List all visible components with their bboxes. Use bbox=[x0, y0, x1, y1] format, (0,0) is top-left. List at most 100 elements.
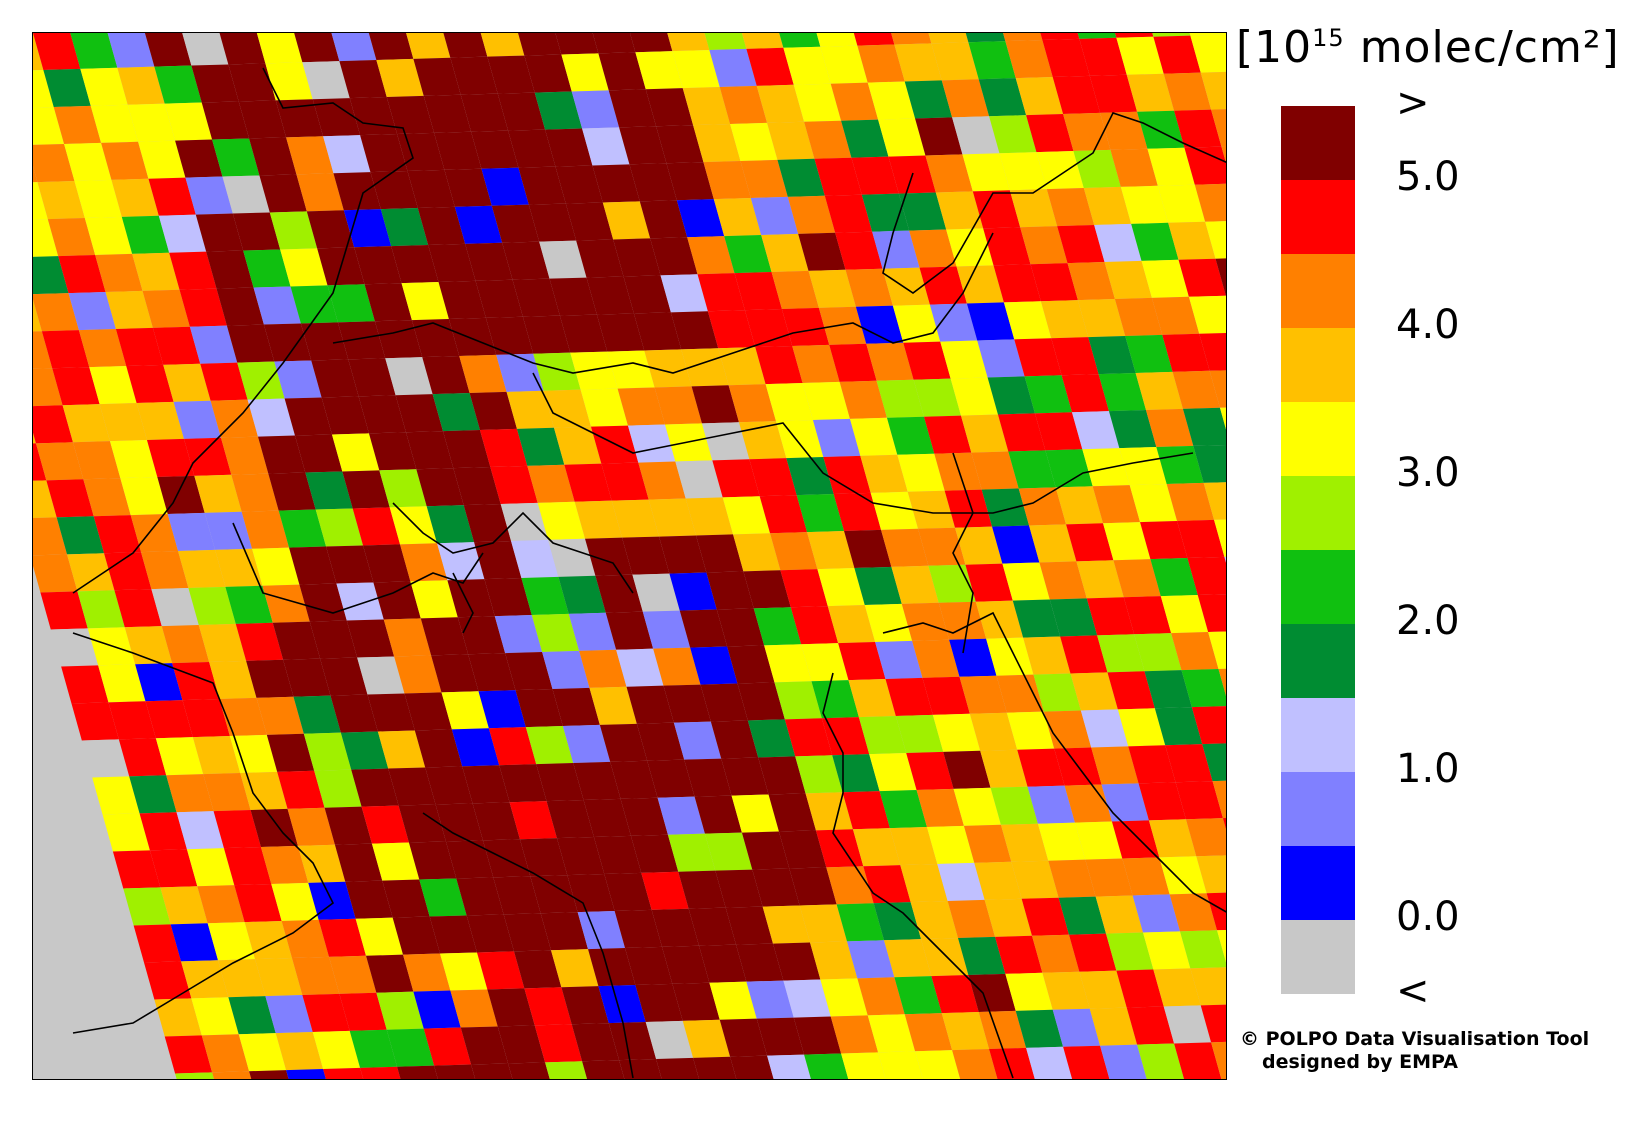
grid-cell bbox=[487, 988, 535, 1027]
grid-cell bbox=[679, 609, 728, 648]
grid-cell bbox=[314, 769, 362, 808]
grid-cell bbox=[534, 1024, 583, 1063]
grid-cell bbox=[1120, 185, 1169, 224]
grid-cell bbox=[497, 92, 546, 131]
grid-cell bbox=[786, 457, 834, 496]
grid-cell bbox=[1200, 1004, 1226, 1043]
grid-cell bbox=[323, 1067, 364, 1079]
grid-cell bbox=[33, 166, 38, 183]
grid-cell bbox=[462, 765, 510, 804]
grid-cell bbox=[203, 773, 251, 812]
grid-cell bbox=[484, 578, 532, 617]
grid-cell bbox=[524, 987, 572, 1026]
grid-cell bbox=[1083, 186, 1132, 226]
grid-cell bbox=[567, 874, 615, 913]
grid-cell bbox=[431, 654, 479, 693]
grid-cell bbox=[697, 273, 745, 312]
grid-cell bbox=[71, 702, 119, 741]
grid-cell bbox=[444, 168, 492, 207]
grid-cell bbox=[987, 376, 1035, 415]
grid-cell bbox=[601, 462, 649, 501]
grid-cell bbox=[960, 414, 1009, 453]
grid-cell bbox=[1011, 860, 1059, 899]
grid-cell bbox=[1214, 519, 1226, 557]
grid-cell bbox=[1126, 1006, 1175, 1045]
grid-cell bbox=[1141, 259, 1189, 298]
grid-cell bbox=[357, 656, 405, 695]
grid-cell bbox=[918, 527, 966, 566]
grid-cell bbox=[475, 279, 523, 318]
grid-cell bbox=[635, 983, 683, 1023]
grid-cell bbox=[228, 63, 276, 102]
grid-cell bbox=[447, 579, 495, 618]
grid-cell bbox=[72, 441, 121, 480]
grid-cell bbox=[144, 961, 192, 1000]
grid-cell bbox=[885, 677, 933, 717]
grid-cell bbox=[259, 174, 307, 213]
grid-cell bbox=[33, 443, 47, 481]
grid-cell bbox=[1219, 407, 1226, 430]
grid-cell bbox=[699, 944, 747, 983]
grid-cell bbox=[576, 239, 624, 278]
grid-cell bbox=[161, 625, 210, 664]
grid-cell bbox=[256, 33, 303, 64]
grid-cell bbox=[380, 208, 429, 247]
grid-cell bbox=[746, 47, 794, 86]
grid-cell bbox=[755, 346, 803, 385]
grid-cell bbox=[422, 356, 470, 395]
grid-cell bbox=[163, 363, 211, 402]
grid-cell bbox=[1045, 449, 1093, 488]
grid-cell bbox=[368, 432, 417, 471]
grid-cell bbox=[101, 141, 149, 180]
grid-cell bbox=[1151, 296, 1200, 335]
grid-cell bbox=[450, 56, 498, 95]
pollution-map[interactable] bbox=[32, 32, 1227, 1080]
grid-cell bbox=[558, 575, 606, 614]
grid-cell bbox=[195, 213, 244, 252]
grid-cell bbox=[1189, 33, 1226, 36]
grid-cell bbox=[33, 432, 36, 444]
grid-cell bbox=[155, 737, 204, 776]
grid-cell bbox=[857, 977, 905, 1016]
grid-cell bbox=[426, 505, 475, 544]
grid-cell bbox=[342, 470, 390, 509]
scale-swatch-1 bbox=[1281, 180, 1355, 254]
grid-cell bbox=[588, 948, 636, 987]
grid-cell bbox=[1018, 487, 1067, 526]
grid-cell bbox=[1224, 556, 1226, 563]
grid-cell bbox=[1092, 485, 1141, 524]
grid-cell bbox=[1048, 859, 1096, 898]
grid-cell bbox=[941, 1012, 990, 1051]
grid-cell bbox=[1051, 337, 1099, 376]
grid-cell bbox=[1003, 33, 1043, 42]
grid-cell bbox=[104, 552, 152, 591]
grid-cell bbox=[934, 452, 982, 491]
grid-cell bbox=[149, 849, 198, 888]
grid-cell bbox=[1037, 822, 1086, 861]
grid-cell bbox=[894, 43, 942, 82]
grid-cell bbox=[1166, 482, 1215, 522]
grid-cell bbox=[1206, 892, 1226, 931]
grid-cell bbox=[35, 442, 84, 481]
grid-cell bbox=[385, 357, 433, 396]
grid-cell bbox=[730, 1055, 774, 1079]
grid-cell bbox=[499, 764, 547, 803]
grid-cell bbox=[835, 231, 883, 270]
grid-cell bbox=[206, 250, 254, 289]
grid-cell bbox=[555, 165, 603, 204]
grid-cell bbox=[243, 249, 291, 288]
grid-cell bbox=[675, 460, 723, 499]
grid-cell bbox=[416, 468, 464, 507]
grid-cell bbox=[901, 602, 950, 641]
grid-cell bbox=[249, 1070, 289, 1079]
grid-cell bbox=[1021, 897, 1069, 936]
grid-cell bbox=[326, 545, 374, 584]
grid-cell bbox=[928, 33, 969, 44]
grid-cell bbox=[915, 1050, 961, 1079]
grid-cell bbox=[506, 390, 554, 429]
grid-cell bbox=[318, 918, 366, 957]
grid-cell bbox=[635, 51, 683, 90]
grid-cell bbox=[793, 1016, 842, 1055]
grid-cell bbox=[691, 385, 739, 424]
grid-cell bbox=[1029, 524, 1077, 563]
